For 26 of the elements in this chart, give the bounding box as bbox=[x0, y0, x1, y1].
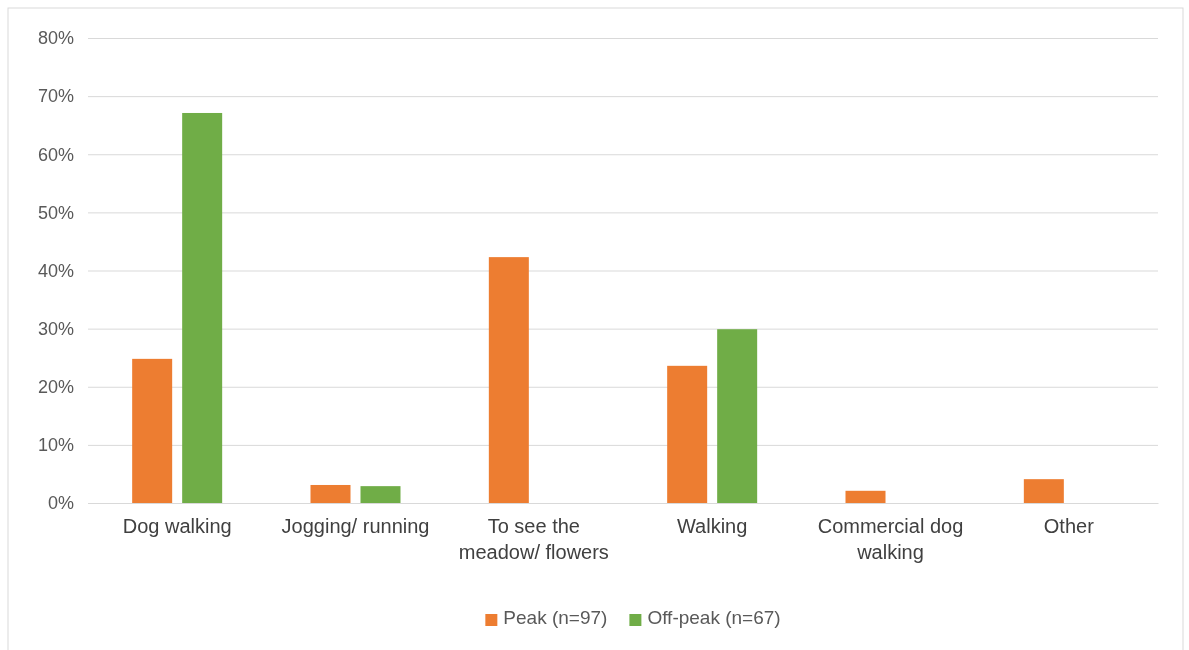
bar bbox=[182, 112, 223, 503]
legend-label: Off-peak (n=67) bbox=[647, 607, 781, 628]
x-tick-label: Commercial dog walking bbox=[817, 515, 964, 564]
x-tick-label: Walking bbox=[676, 515, 748, 538]
y-tick-label: 60% bbox=[37, 144, 74, 165]
x-tick-label: To see the meadow/ flowers bbox=[458, 515, 609, 564]
bar bbox=[717, 329, 758, 503]
y-tick-label: 80% bbox=[37, 28, 74, 49]
bar bbox=[132, 358, 173, 503]
y-tick-label: 10% bbox=[37, 435, 74, 456]
y-tick-label: 0% bbox=[47, 493, 74, 514]
y-tick-label: 50% bbox=[37, 202, 74, 223]
x-tick-label: Other bbox=[1043, 515, 1095, 538]
bar bbox=[360, 486, 401, 503]
bar bbox=[488, 257, 529, 503]
legend-label: Peak (n=97) bbox=[503, 607, 608, 628]
bar bbox=[667, 365, 708, 503]
y-tick-label: 70% bbox=[37, 86, 74, 107]
y-tick-label: 40% bbox=[37, 260, 74, 281]
x-tick-label: Dog walking bbox=[122, 515, 232, 538]
y-tick-label: 20% bbox=[37, 377, 74, 398]
x-tick-label: Jogging/ running bbox=[281, 515, 430, 538]
bar bbox=[845, 490, 886, 503]
y-tick-label: 30% bbox=[37, 318, 74, 339]
bar bbox=[310, 484, 351, 503]
bar bbox=[1023, 479, 1064, 503]
